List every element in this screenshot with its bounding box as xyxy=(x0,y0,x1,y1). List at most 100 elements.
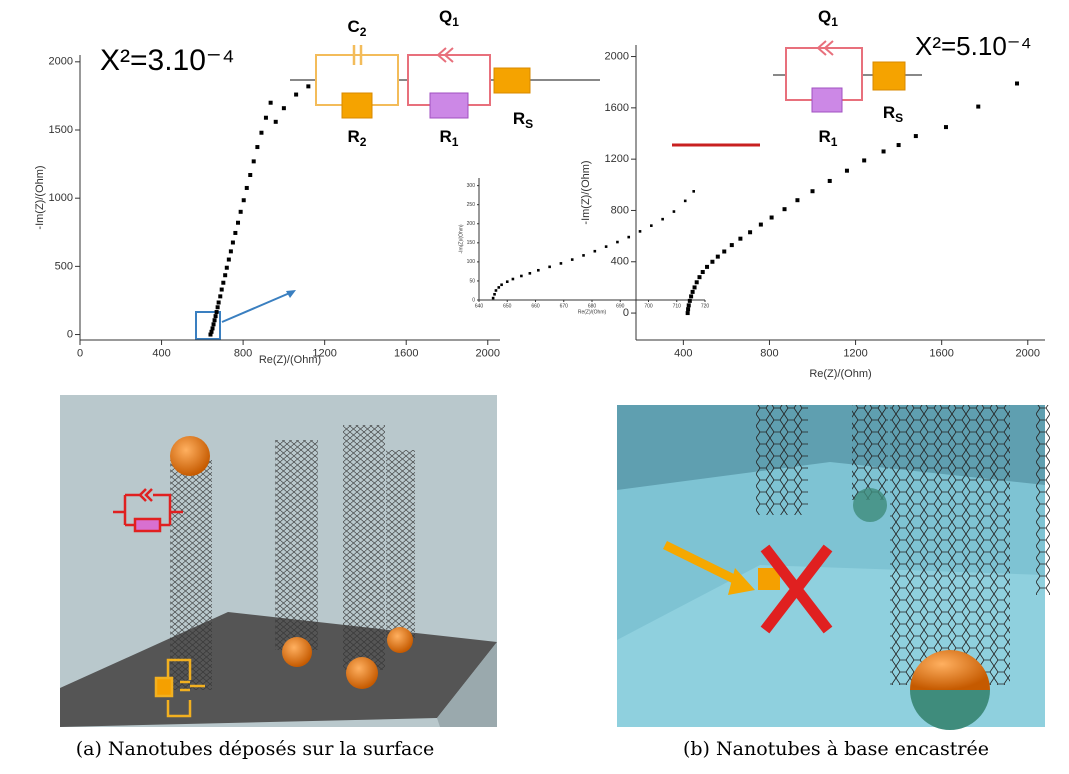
cap-sphere xyxy=(910,650,990,690)
data-point xyxy=(259,130,264,135)
data-point xyxy=(548,265,551,269)
data-point xyxy=(491,296,495,300)
data-point xyxy=(306,84,311,89)
x-tick-label: 1600 xyxy=(394,348,418,360)
circuit-label: R2 xyxy=(348,127,367,149)
data-point xyxy=(224,265,229,270)
x-tick-label: 2000 xyxy=(1016,348,1040,360)
data-point xyxy=(500,283,503,287)
x-tick-label: 1200 xyxy=(843,348,867,360)
surface-edge xyxy=(437,642,497,727)
data-point xyxy=(208,332,213,337)
data-point xyxy=(493,292,496,296)
y-axis-label: -Im(Z)/(Ohm) xyxy=(580,160,592,224)
data-point xyxy=(683,199,687,203)
data-point xyxy=(705,264,710,269)
y-tick-label: 0 xyxy=(67,328,73,340)
y-tick-label: 200 xyxy=(467,221,476,227)
annotation: X²=3.10⁻⁴ xyxy=(100,44,235,77)
data-point xyxy=(230,240,235,245)
data-point xyxy=(273,119,278,124)
data-point xyxy=(690,289,695,294)
arrow-head xyxy=(728,568,755,595)
data-point xyxy=(211,322,216,327)
data-point xyxy=(710,259,715,264)
y-tick-label: 2000 xyxy=(49,56,73,68)
x-tick-label: 670 xyxy=(560,303,569,309)
data-point xyxy=(221,280,226,285)
data-point xyxy=(686,307,691,312)
x-axis-label: Re(Z)/(Ohm) xyxy=(578,309,607,315)
nanotube xyxy=(890,405,1010,685)
circuit-label: Q1 xyxy=(439,7,459,29)
data-point xyxy=(241,198,246,203)
data-point xyxy=(810,189,815,194)
data-point xyxy=(215,305,220,310)
circuit-label: R1 xyxy=(819,127,838,149)
y-tick-label: 300 xyxy=(467,183,476,189)
data-point xyxy=(213,314,218,319)
nanotube xyxy=(852,405,888,500)
x-axis-label: Re(Z)/(Ohm) xyxy=(809,368,871,380)
data-point xyxy=(697,275,702,280)
data-point xyxy=(238,209,243,214)
x-tick-label: 400 xyxy=(674,348,692,360)
caption: (b) Nanotubes à base encastrée xyxy=(683,738,989,760)
data-point xyxy=(494,289,498,292)
data-point xyxy=(896,143,901,148)
cap-sphere xyxy=(282,637,312,667)
data-point xyxy=(511,277,515,281)
data-point xyxy=(692,190,695,193)
cap-sphere xyxy=(387,627,413,653)
cross xyxy=(760,544,833,634)
caption: (a) Nanotubes déposés sur la surface xyxy=(76,738,435,760)
nanotube xyxy=(343,425,385,670)
y-tick-label: 1600 xyxy=(605,102,629,114)
data-point xyxy=(881,149,886,154)
cpe-circuit-icon xyxy=(113,488,183,533)
x-tick-label: 720 xyxy=(701,303,710,309)
x-tick-label: 400 xyxy=(152,348,170,360)
y-tick-label: 0 xyxy=(472,297,475,303)
data-point xyxy=(722,249,727,254)
data-point xyxy=(582,254,585,257)
data-point xyxy=(236,220,241,225)
circuit-label: RS xyxy=(513,109,533,131)
data-point xyxy=(844,168,849,173)
data-point xyxy=(616,240,619,244)
zoom-box xyxy=(195,311,221,340)
circuit-label: R1 xyxy=(440,127,459,149)
zoom-arrow-head xyxy=(286,290,296,298)
data-point xyxy=(795,198,800,203)
data-point xyxy=(528,272,532,275)
nanotube xyxy=(756,405,808,515)
data-point xyxy=(219,287,224,292)
data-point xyxy=(214,310,219,315)
data-point xyxy=(520,274,523,278)
data-point xyxy=(769,215,774,220)
x-tick-label: 1600 xyxy=(929,348,953,360)
data-point xyxy=(700,270,705,275)
circuit-label: Q1 xyxy=(818,7,838,29)
y-axis-label: -Im(Z)/(Ohm) xyxy=(34,165,46,229)
data-point xyxy=(244,185,249,190)
nanotube xyxy=(275,440,318,650)
data-point xyxy=(687,298,692,303)
data-point xyxy=(268,100,273,105)
arrow xyxy=(663,540,742,587)
annotation: X²=5.10⁻⁴ xyxy=(915,31,1032,61)
y-tick-label: 2000 xyxy=(605,50,629,62)
data-point xyxy=(1015,81,1020,86)
data-point xyxy=(263,115,268,120)
data-point xyxy=(715,254,720,259)
x-tick-label: 800 xyxy=(234,348,252,360)
data-point xyxy=(862,158,867,163)
x-tick-label: 0 xyxy=(77,348,83,360)
data-point xyxy=(537,268,540,272)
data-point xyxy=(661,217,664,221)
data-point xyxy=(943,125,948,130)
y-tick-label: 1200 xyxy=(605,153,629,165)
x-tick-label: 710 xyxy=(673,303,682,309)
